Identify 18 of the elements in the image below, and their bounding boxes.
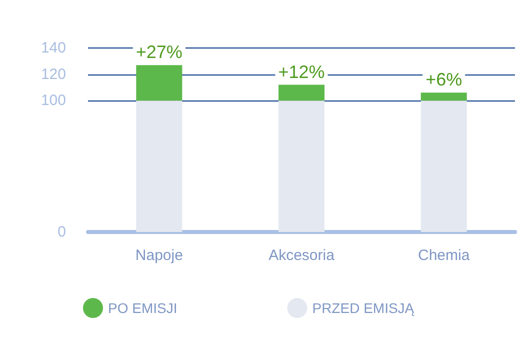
- y-tick-label: 140: [40, 40, 66, 56]
- x-tick-label: Napoje: [135, 247, 183, 264]
- bar: [420, 92, 467, 101]
- y-tick-label: 100: [40, 92, 66, 110]
- data-label: +6%: [426, 70, 462, 90]
- legend-label: PO EMISJI: [108, 300, 178, 316]
- x-tick-label: Akcesoria: [268, 247, 336, 264]
- y-tick-label: 120: [40, 66, 66, 83]
- bar: [420, 100, 467, 232]
- x-tick-label: Chemia: [418, 247, 470, 264]
- bar: [136, 100, 182, 232]
- bar: [278, 84, 324, 101]
- data-label: +12%: [278, 62, 325, 82]
- data-label: +27%: [136, 42, 182, 62]
- bar: [136, 65, 182, 101]
- bar: [278, 100, 324, 232]
- legend-label: PRZED EMISJĄ: [312, 300, 415, 316]
- y-tick-label: 0: [58, 224, 66, 240]
